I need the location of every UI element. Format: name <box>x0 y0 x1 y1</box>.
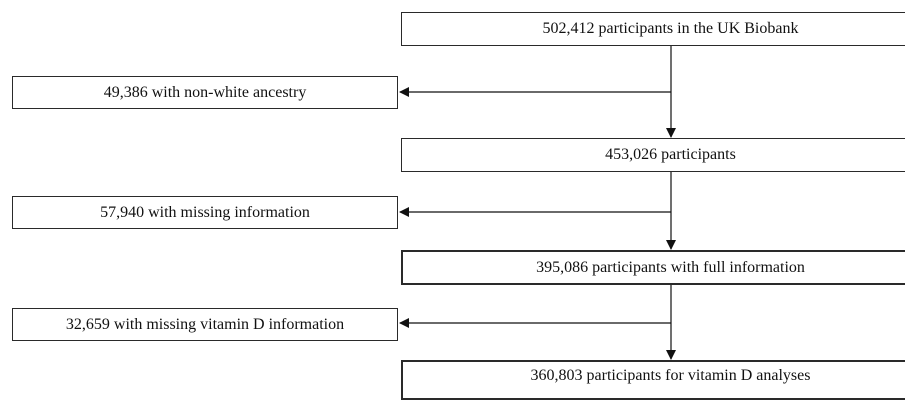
step-label: 502,412 participants in the UK Biobank <box>402 20 905 38</box>
step-text: participants for vitamin D analyses <box>586 367 811 384</box>
exclusion-box-non-white-ancestry: 49,386 with non-white ancestry <box>12 76 398 109</box>
exclusion-count: 49,386 <box>103 83 148 101</box>
exclusion-text: with non-white ancestry <box>151 83 307 101</box>
exclusion-box-missing-information: 57,940 with missing information <box>12 196 398 229</box>
step-label: 453,026 participants <box>402 146 905 164</box>
step-text: participants <box>661 146 736 163</box>
step-count: 395,086 <box>536 258 589 276</box>
exclusion-text: with missing vitamin D information <box>113 315 345 333</box>
step-box-vitamin-d-analyses: 360,803 participants for vitamin D analy… <box>401 360 905 400</box>
exclusion-count: 57,940 <box>100 203 145 221</box>
step-label: 395,086 participants with full informati… <box>403 259 905 277</box>
step-box-after-ancestry: 453,026 participants <box>401 138 905 172</box>
step-count: 360,803 <box>530 367 583 384</box>
step-label: 360,803 participants for vitamin D analy… <box>403 367 905 385</box>
flow-connectors <box>399 46 676 360</box>
step-count: 502,412 <box>542 20 595 37</box>
exclusion-box-missing-vitamin-d: 32,659 with missing vitamin D informatio… <box>12 308 398 341</box>
step-count: 453,026 <box>605 146 658 163</box>
step-text: participants in the UK Biobank <box>598 20 799 37</box>
exclusion-text: with missing information <box>148 203 310 221</box>
step-box-enrolled: 502,412 participants in the UK Biobank <box>401 12 905 46</box>
exclusion-count: 32,659 <box>65 315 110 333</box>
step-box-full-information: 395,086 participants with full informati… <box>401 250 905 285</box>
step-text: participants with full information <box>592 258 805 276</box>
